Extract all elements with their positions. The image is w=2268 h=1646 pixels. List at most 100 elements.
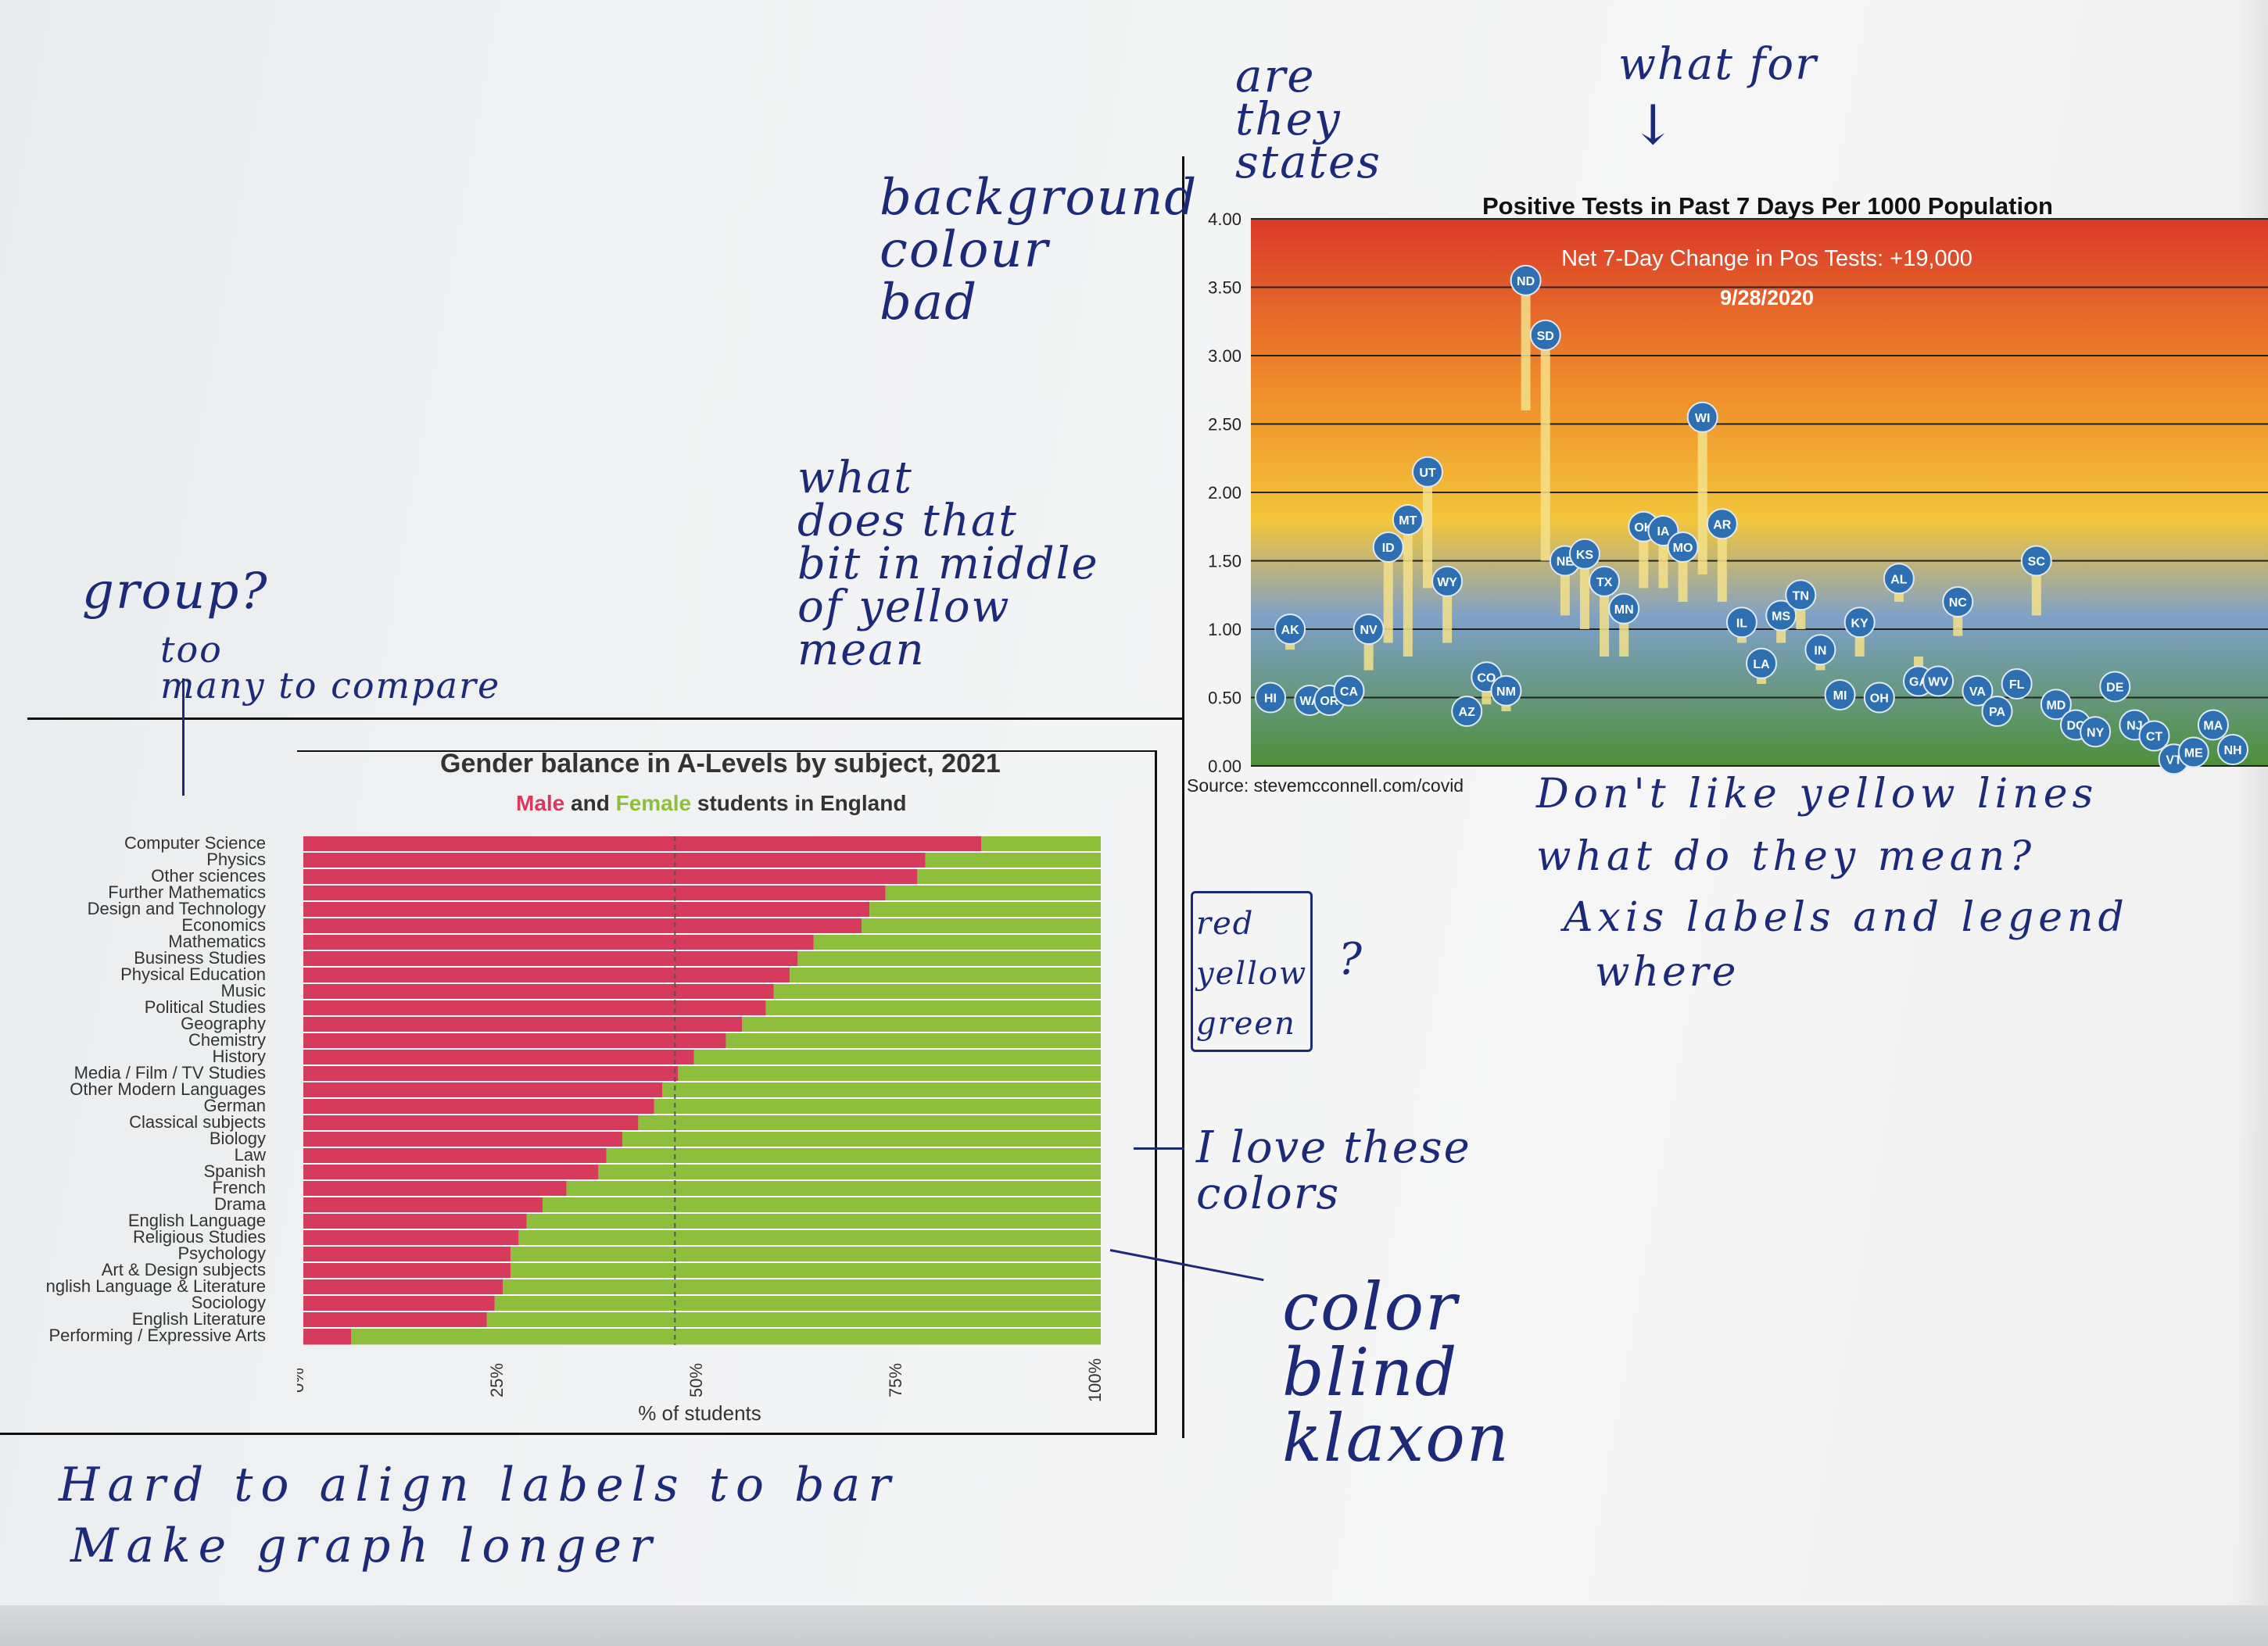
scatter-point-label: ND: [1517, 275, 1535, 288]
bar-category-label: Classical subjects: [129, 1112, 266, 1132]
bar-female-29: [486, 1312, 1101, 1329]
scatter-point-label: MT: [1399, 514, 1417, 528]
bar-chart-top-border: [297, 750, 1157, 752]
scatter-point-me: ME: [2177, 736, 2209, 768]
scatter-y-tick-label: 3.50: [1208, 278, 1241, 298]
bar-male-13: [303, 1050, 694, 1066]
scatter-point-label: TN: [1793, 589, 1809, 603]
bar-male-24: [303, 1230, 519, 1247]
scatter-trail-nd: [1521, 280, 1531, 410]
scatter-point-mn: MN: [1608, 592, 1640, 624]
scatter-point-de: DE: [2099, 671, 2131, 703]
scatter-point-ct: CT: [2138, 720, 2170, 752]
scatter-point-ky: KY: [1843, 607, 1876, 639]
bar-male-8: [303, 968, 790, 984]
scatter-point-sc: SC: [2020, 545, 2052, 577]
scatter-point-label: CT: [2146, 731, 2163, 744]
bar-x-tick-label: 25%: [487, 1363, 507, 1397]
scatter-trail-ks: [1579, 553, 1589, 629]
bar-female-11: [742, 1017, 1101, 1033]
bar-female-9: [773, 984, 1101, 1000]
note-rgy-text: red yellow green: [1196, 906, 1308, 1042]
scatter-point-label: MS: [1772, 610, 1790, 624]
bar-female-26: [511, 1263, 1101, 1279]
bar-male-16: [303, 1099, 654, 1115]
bar-male-22: [303, 1197, 543, 1214]
bar-female-23: [526, 1214, 1101, 1230]
bar-female-30: [351, 1329, 1101, 1345]
bar-male-11: [303, 1017, 742, 1033]
bar-category-label: French: [212, 1178, 266, 1197]
scatter-point-id: ID: [1372, 531, 1404, 563]
note-what-for: what for: [1618, 39, 1818, 90]
note-question-mark: ?: [1338, 934, 1364, 985]
bar-female-19: [606, 1148, 1101, 1165]
scatter-point-nd: ND: [1510, 264, 1542, 296]
scatter-point-label: DE: [2106, 682, 2124, 695]
bar-category-label: Media / Film / TV Studies: [73, 1063, 266, 1082]
note-group: group?: [82, 563, 269, 621]
scatter-point-ar: AR: [1706, 508, 1738, 540]
bar-category-label: Physical Education: [120, 964, 266, 984]
scatter-point-wy: WY: [1431, 565, 1464, 597]
bar-female-8: [790, 968, 1101, 984]
note-are-they-states: are they states: [1235, 49, 1382, 189]
scatter-y-tick-label: 2.50: [1208, 415, 1241, 435]
note-make-graph-longer: Make graph longer: [70, 1519, 660, 1573]
note-what-for-arrow: ↓: [1630, 93, 1678, 157]
scatter-point-label: SC: [2028, 556, 2046, 569]
scatter-point-label: CO: [1477, 671, 1496, 685]
scatter-point-ak: AK: [1274, 614, 1306, 645]
scatter-point-label: AK: [1281, 624, 1300, 637]
bar-male-2: [303, 869, 918, 886]
bar-male-25: [303, 1247, 511, 1263]
scatter-point-tx: TX: [1589, 565, 1621, 597]
note-axis-labels: Axis labels and legend: [1564, 894, 2129, 941]
bar-category-label: Biology: [209, 1129, 266, 1148]
bar-female-22: [543, 1197, 1101, 1214]
scatter-y-tick-label: 2.00: [1208, 483, 1241, 503]
bar-male-12: [303, 1033, 726, 1050]
scatter-point-nh: NH: [2217, 734, 2248, 765]
scatter-point-az: AZ: [1451, 696, 1483, 727]
scatter-point-la: LA: [1746, 647, 1778, 679]
scatter-y-tick-label: 1.50: [1208, 552, 1241, 571]
scatter-point-label: OH: [1870, 692, 1889, 706]
note-too-many: too many to compare: [160, 628, 501, 707]
note-dont-like: Don't like yellow lines: [1536, 771, 2098, 818]
bar-female-3: [885, 886, 1101, 902]
scatter-point-ms: MS: [1765, 599, 1797, 632]
scatter-point-label: UT: [1419, 467, 1436, 480]
scatter-point-label: MA: [2203, 720, 2223, 733]
scatter-point-fl: FL: [2001, 668, 2033, 700]
bar-male-18: [303, 1132, 622, 1148]
bar-category-label: German: [203, 1096, 266, 1115]
bar-male-7: [303, 951, 798, 968]
scatter-y-tick-label: 4.00: [1208, 209, 1241, 229]
bar-category-label: Other sciences: [151, 866, 266, 886]
scatter-point-sd: SD: [1529, 319, 1561, 351]
bar-category-label: Sociology: [191, 1293, 266, 1312]
scatter-trail-tx: [1600, 581, 1610, 657]
bar-female-12: [726, 1033, 1101, 1050]
scatter-point-label: IL: [1736, 617, 1747, 630]
note-i-love-colors: I love these colors: [1196, 1122, 1471, 1219]
scatter-point-label: AZ: [1459, 706, 1476, 719]
bar-category-label: Law: [234, 1145, 266, 1165]
scatter-point-label: NH: [2223, 744, 2241, 757]
bar-category-label: Mathematics: [168, 932, 266, 951]
bar-male-5: [303, 918, 862, 935]
scatter-trail-wi: [1697, 417, 1707, 574]
scatter-point-label: MD: [2046, 699, 2066, 712]
bar-category-label: History: [212, 1047, 266, 1066]
bar-male-20: [303, 1165, 599, 1181]
scatter-trail-mt: [1403, 520, 1413, 657]
scatter-point-mt: MT: [1392, 504, 1424, 535]
scatter-point-nj: NJ: [2119, 709, 2151, 741]
bar-category-label: Business Studies: [134, 948, 266, 968]
scatter-point-wv: WV: [1922, 665, 1954, 697]
scatter-point-label: PA: [1989, 706, 2005, 719]
bar-male-26: [303, 1263, 511, 1279]
bar-category-label: Music: [220, 981, 266, 1000]
bar-female-5: [862, 918, 1101, 935]
